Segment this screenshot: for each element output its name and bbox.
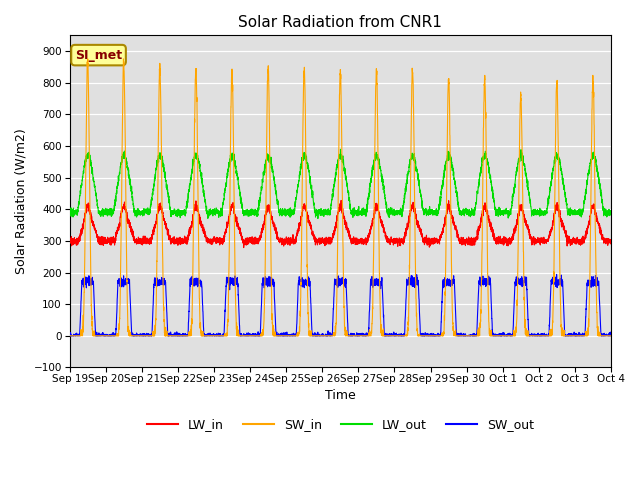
Line: LW_out: LW_out	[70, 149, 611, 218]
SW_in	[320, 333, 328, 339]
LW_out	[320, 210, 328, 216]
SW_out	[432, 333, 440, 339]
LW_out	[462, 209, 470, 215]
X-axis label: Time: Time	[325, 389, 356, 402]
SW_out	[607, 333, 614, 339]
SW_in	[163, 333, 171, 338]
LW_in	[607, 240, 615, 245]
SW_out	[66, 332, 74, 337]
LW_out	[607, 208, 614, 214]
SW_in	[84, 56, 92, 62]
LW_out	[337, 146, 344, 152]
SW_out	[553, 272, 561, 277]
LW_out	[493, 206, 500, 212]
SW_in	[492, 333, 500, 339]
SW_in	[607, 333, 615, 339]
SW_out	[492, 332, 500, 337]
Line: SW_out: SW_out	[70, 275, 611, 336]
LW_in	[320, 236, 328, 242]
SW_out	[320, 333, 328, 339]
LW_in	[337, 198, 345, 204]
LW_in	[493, 237, 500, 242]
LW_out	[163, 182, 171, 188]
LW_out	[314, 216, 322, 221]
SW_out	[163, 314, 171, 320]
Title: Solar Radiation from CNR1: Solar Radiation from CNR1	[238, 15, 442, 30]
SW_in	[432, 333, 440, 339]
LW_in	[607, 239, 614, 245]
Line: SW_in: SW_in	[70, 59, 611, 336]
LW_in	[432, 239, 440, 245]
LW_in	[66, 237, 74, 243]
LW_out	[432, 207, 440, 213]
Line: LW_in: LW_in	[70, 201, 611, 248]
Text: SI_met: SI_met	[75, 48, 122, 61]
SW_out	[607, 329, 615, 335]
Legend: LW_in, SW_in, LW_out, SW_out: LW_in, SW_in, LW_out, SW_out	[142, 413, 539, 436]
SW_in	[66, 333, 74, 339]
LW_in	[163, 227, 171, 232]
SW_in	[607, 333, 614, 339]
LW_out	[607, 208, 615, 214]
SW_out	[461, 333, 469, 339]
LW_in	[462, 237, 470, 242]
Y-axis label: Solar Radiation (W/m2): Solar Radiation (W/m2)	[15, 129, 28, 274]
SW_out	[66, 333, 74, 339]
LW_in	[240, 245, 248, 251]
SW_in	[461, 333, 469, 339]
LW_out	[66, 211, 74, 217]
